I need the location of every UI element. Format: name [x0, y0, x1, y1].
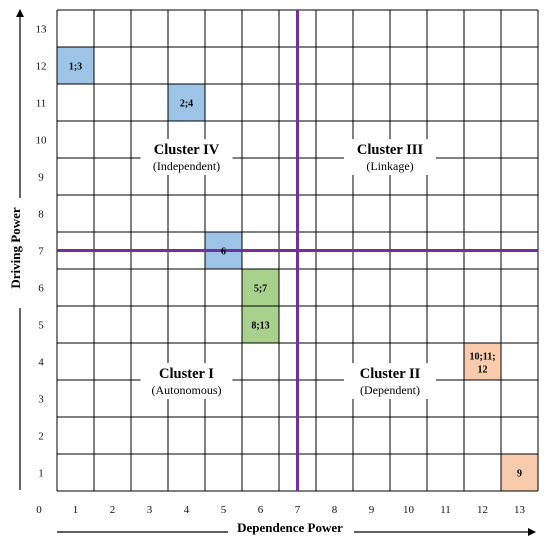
y-tick-label: 10	[36, 135, 48, 147]
y-tick-label: 3	[38, 394, 44, 406]
cell-3	[242, 269, 279, 306]
quadrant-dividers	[57, 10, 538, 491]
highlighted-cells	[57, 47, 538, 491]
cluster-subtitle-0: (Independent)	[153, 159, 220, 173]
cell-label-5-line-0: 10;11;	[469, 352, 495, 363]
cell-0	[57, 47, 94, 84]
cluster-subtitle-1: (Linkage)	[366, 159, 413, 173]
y-axis-title: Driving Power	[8, 207, 23, 288]
cell-label-2: 6	[221, 247, 226, 258]
cell-6	[501, 454, 538, 491]
cluster-label-bg	[344, 139, 436, 175]
cluster-subtitle-2: (Autonomous)	[152, 383, 222, 397]
cell-labels: 1;3 2;4 6 5;7 8;13 10;11; 12 9	[69, 62, 522, 480]
x-tick-label: 10	[403, 504, 415, 516]
cluster-subtitle-3: (Dependent)	[360, 383, 420, 397]
cell-label-6: 9	[517, 469, 522, 480]
x-tick-label: 4	[184, 504, 190, 516]
cluster-name-2: Cluster I	[159, 366, 214, 382]
cell-4	[242, 306, 279, 343]
y-tick-label: 2	[38, 431, 44, 443]
x-tick-label: 7	[295, 504, 301, 516]
cluster-labels: Cluster IV(Independent) Cluster III(Linka…	[140, 139, 436, 399]
y-tick-label: 12	[36, 61, 47, 73]
x-tick-label: 11	[440, 504, 451, 516]
cell-1	[168, 84, 205, 121]
y-tick-label: 1	[38, 468, 44, 480]
y-tick-label: 7	[38, 246, 44, 258]
x-tick-label: 0	[36, 504, 42, 516]
cell-label-0: 1;3	[69, 62, 82, 73]
cluster-name-0: Cluster IV	[154, 142, 220, 158]
cell-label-5-line-1: 12	[478, 365, 488, 376]
y-tick-label: 11	[36, 98, 47, 110]
x-tick-label: 1	[73, 504, 79, 516]
cluster-label-bg	[344, 363, 436, 399]
y-tick-label: 9	[38, 172, 44, 184]
x-tick-label: 2	[110, 504, 116, 516]
x-tick-label: 6	[258, 504, 264, 516]
cell-5	[464, 343, 501, 380]
x-tick-label: 9	[369, 504, 375, 516]
x-tick-label: 12	[477, 504, 488, 516]
cluster-name-1: Cluster III	[357, 142, 424, 158]
y-tick-label: 13	[36, 24, 48, 36]
cluster-name-3: Cluster II	[360, 366, 421, 382]
y-tick-label: 8	[38, 209, 44, 221]
cluster-label-bg	[140, 363, 233, 399]
x-tick-label: 5	[221, 504, 227, 516]
y-tick-label: 4	[38, 357, 44, 369]
cluster-label-bg	[140, 139, 233, 175]
x-tick-label: 3	[147, 504, 153, 516]
cell-label-3: 5;7	[254, 284, 267, 295]
cell-label-1: 2;4	[180, 99, 193, 110]
x-tick-label: 8	[332, 504, 338, 516]
axes: Dependence Power Driving Power	[8, 9, 536, 536]
y-tick-label: 6	[38, 283, 44, 295]
cell-label-4: 8;13	[251, 321, 269, 332]
x-tick-label: 13	[514, 504, 526, 516]
y-tick-label: 5	[38, 320, 44, 332]
x-axis-title: Dependence Power	[237, 520, 343, 535]
